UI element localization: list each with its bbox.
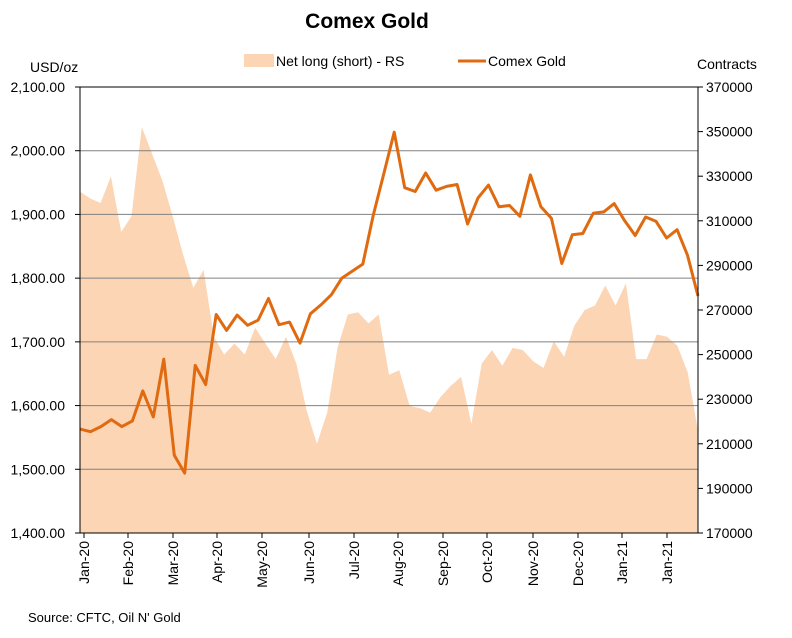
- x-tick-label: Aug-20: [390, 541, 406, 586]
- x-tick-label: Jul-20: [346, 541, 362, 579]
- source-note: Source: CFTC, Oil N' Gold: [28, 610, 181, 625]
- x-tick-label: Oct-20: [479, 541, 495, 583]
- x-tick-label: Jan-21: [614, 541, 630, 584]
- legend-label-comex-gold: Comex Gold: [488, 53, 566, 69]
- right-tick-label: 350000: [706, 124, 753, 140]
- comex-gold-line: [79, 130, 700, 475]
- left-tick-label: 1,700.00: [11, 334, 66, 350]
- right-tick-label: 310000: [706, 213, 753, 229]
- legend: Net long (short) - RS Comex Gold: [244, 53, 566, 69]
- left-axis-label: USD/oz: [30, 59, 78, 75]
- right-tick-label: 330000: [706, 168, 753, 184]
- left-tick-label: 2,100.00: [11, 79, 66, 95]
- legend-label-net-long: Net long (short) - RS: [276, 53, 404, 69]
- right-tick-label: 170000: [706, 525, 753, 541]
- net-long-area: [80, 127, 698, 533]
- right-tick-label: 370000: [706, 79, 753, 95]
- left-tick-label: 1,400.00: [11, 525, 66, 541]
- right-tick-label: 230000: [706, 391, 753, 407]
- x-tick-label: Sep-20: [435, 541, 451, 586]
- x-tick-label: Mar-20: [165, 541, 181, 586]
- right-axis-label: Contracts: [697, 56, 757, 72]
- x-tick-label: Jan-21: [659, 541, 675, 584]
- left-tick-label: 1,500.00: [11, 461, 66, 477]
- right-tick-label: 190000: [706, 480, 753, 496]
- right-tick-label: 270000: [706, 302, 753, 318]
- right-tick-label: 210000: [706, 436, 753, 452]
- x-tick-label: May-20: [254, 541, 270, 588]
- left-tick-label: 2,000.00: [11, 143, 66, 159]
- chart-title: Comex Gold: [305, 10, 429, 33]
- x-tick-label: Nov-20: [525, 541, 541, 586]
- x-tick-label: Apr-20: [209, 541, 225, 583]
- right-tick-label: 290000: [706, 257, 753, 273]
- legend-swatch-area: [244, 54, 274, 67]
- x-tick-label: Jun-20: [301, 541, 317, 584]
- x-tick-label: Dec-20: [570, 541, 586, 586]
- right-tick-label: 250000: [706, 347, 753, 363]
- left-tick-label: 1,900.00: [11, 206, 66, 222]
- left-tick-label: 1,600.00: [11, 398, 66, 414]
- x-tick-label: Feb-20: [120, 541, 136, 586]
- x-tick-label: Jan-20: [76, 541, 92, 584]
- left-tick-label: 1,800.00: [11, 270, 66, 286]
